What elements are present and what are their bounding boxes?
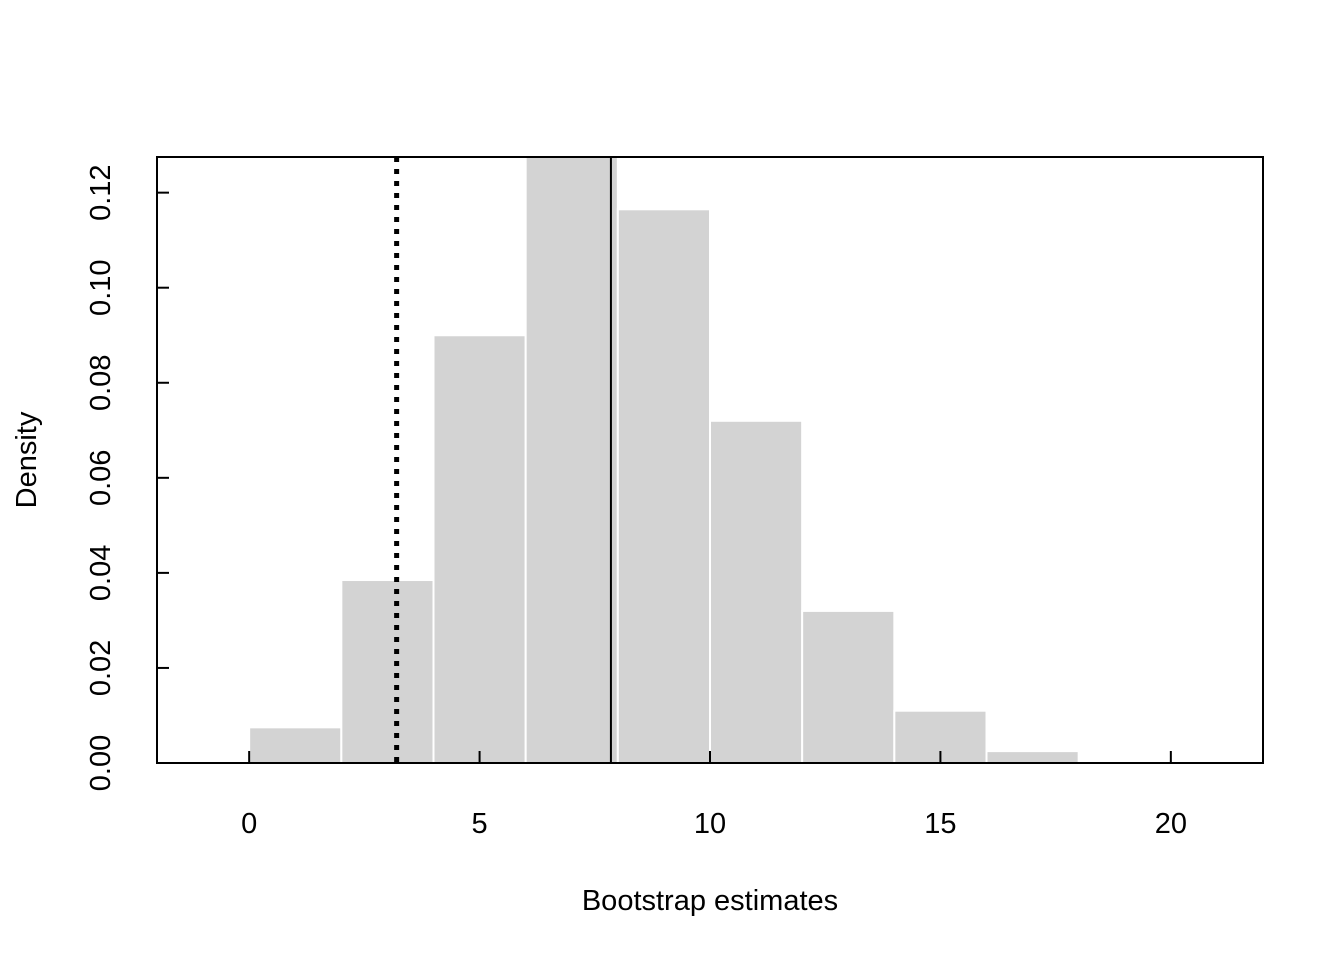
- y-tick-label: 0.12: [85, 164, 117, 220]
- histogram-bar-0: [248, 726, 343, 763]
- x-tick-label: 15: [924, 808, 956, 840]
- histogram-bar-6: [801, 609, 896, 763]
- y-tick-label: 0.08: [85, 355, 117, 411]
- histogram-bar-3: [524, 157, 619, 763]
- y-tick-label: 0.06: [85, 450, 117, 506]
- x-axis-title: Bootstrap estimates: [582, 885, 838, 917]
- histogram-bar-5: [709, 419, 804, 763]
- histogram-bar-8: [985, 750, 1080, 763]
- x-axis: 0 5 10 15 20: [241, 751, 1187, 840]
- y-tick-label: 0.02: [85, 640, 117, 696]
- histogram-bar-4: [616, 208, 711, 763]
- reference-lines: [394, 157, 612, 763]
- y-tick-label: 0.00: [85, 735, 117, 791]
- y-axis-title: Density: [11, 411, 43, 508]
- histogram-bar-1: [340, 579, 435, 763]
- y-tick-label: 0.10: [85, 259, 117, 315]
- x-tick-label: 10: [694, 808, 726, 840]
- histogram-bar-2: [432, 334, 527, 763]
- x-tick-label: 5: [472, 808, 488, 840]
- y-axis: 0.00 0.02 0.04 0.06 0.08 0.10 0.12: [85, 164, 169, 791]
- histogram-bars: [248, 157, 1080, 763]
- x-tick-label: 0: [241, 808, 257, 840]
- y-tick-label: 0.04: [85, 545, 117, 601]
- x-tick-label: 20: [1155, 808, 1187, 840]
